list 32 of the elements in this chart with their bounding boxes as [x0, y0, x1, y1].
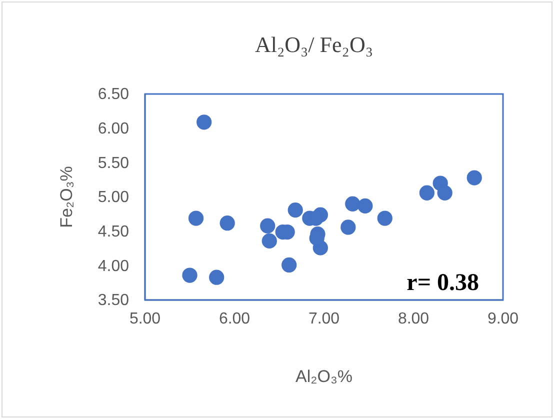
x-tick-label: 9.00 — [487, 310, 519, 328]
x-tick-label: 8.00 — [398, 310, 430, 328]
y-tick-label: 5.50 — [98, 154, 130, 172]
x-tick-label: 7.00 — [308, 310, 340, 328]
point — [377, 210, 392, 226]
point — [196, 114, 212, 130]
point — [220, 216, 235, 231]
chart-title: Al₂O₃/ Fe₂O₃ — [254, 32, 374, 57]
point — [188, 210, 204, 226]
annotation: r= 0.38 — [406, 270, 479, 296]
point — [288, 202, 303, 218]
y-tick-label: 4.50 — [98, 223, 130, 240]
point — [209, 270, 224, 285]
point — [262, 233, 277, 248]
point — [340, 220, 356, 235]
y-tick-label: 5.00 — [98, 189, 130, 206]
point — [260, 218, 276, 234]
y-tick-label: 6.50 — [98, 86, 130, 104]
point — [437, 185, 452, 200]
point — [282, 257, 297, 273]
y-tick-label: 3.50 — [98, 292, 130, 310]
x-tick-label: 5.00 — [129, 310, 161, 328]
point — [358, 198, 373, 214]
point — [345, 196, 360, 212]
point — [419, 185, 434, 200]
x-axis-title: Al₂O₃% — [296, 367, 352, 386]
y-tick-label: 4.00 — [98, 258, 130, 275]
point — [466, 170, 482, 186]
y-axis-title: Fe₂O₃% — [57, 166, 76, 228]
x-tick-label: 6.00 — [218, 310, 250, 328]
point — [182, 268, 198, 283]
y-tick-label: 6.00 — [98, 120, 130, 138]
